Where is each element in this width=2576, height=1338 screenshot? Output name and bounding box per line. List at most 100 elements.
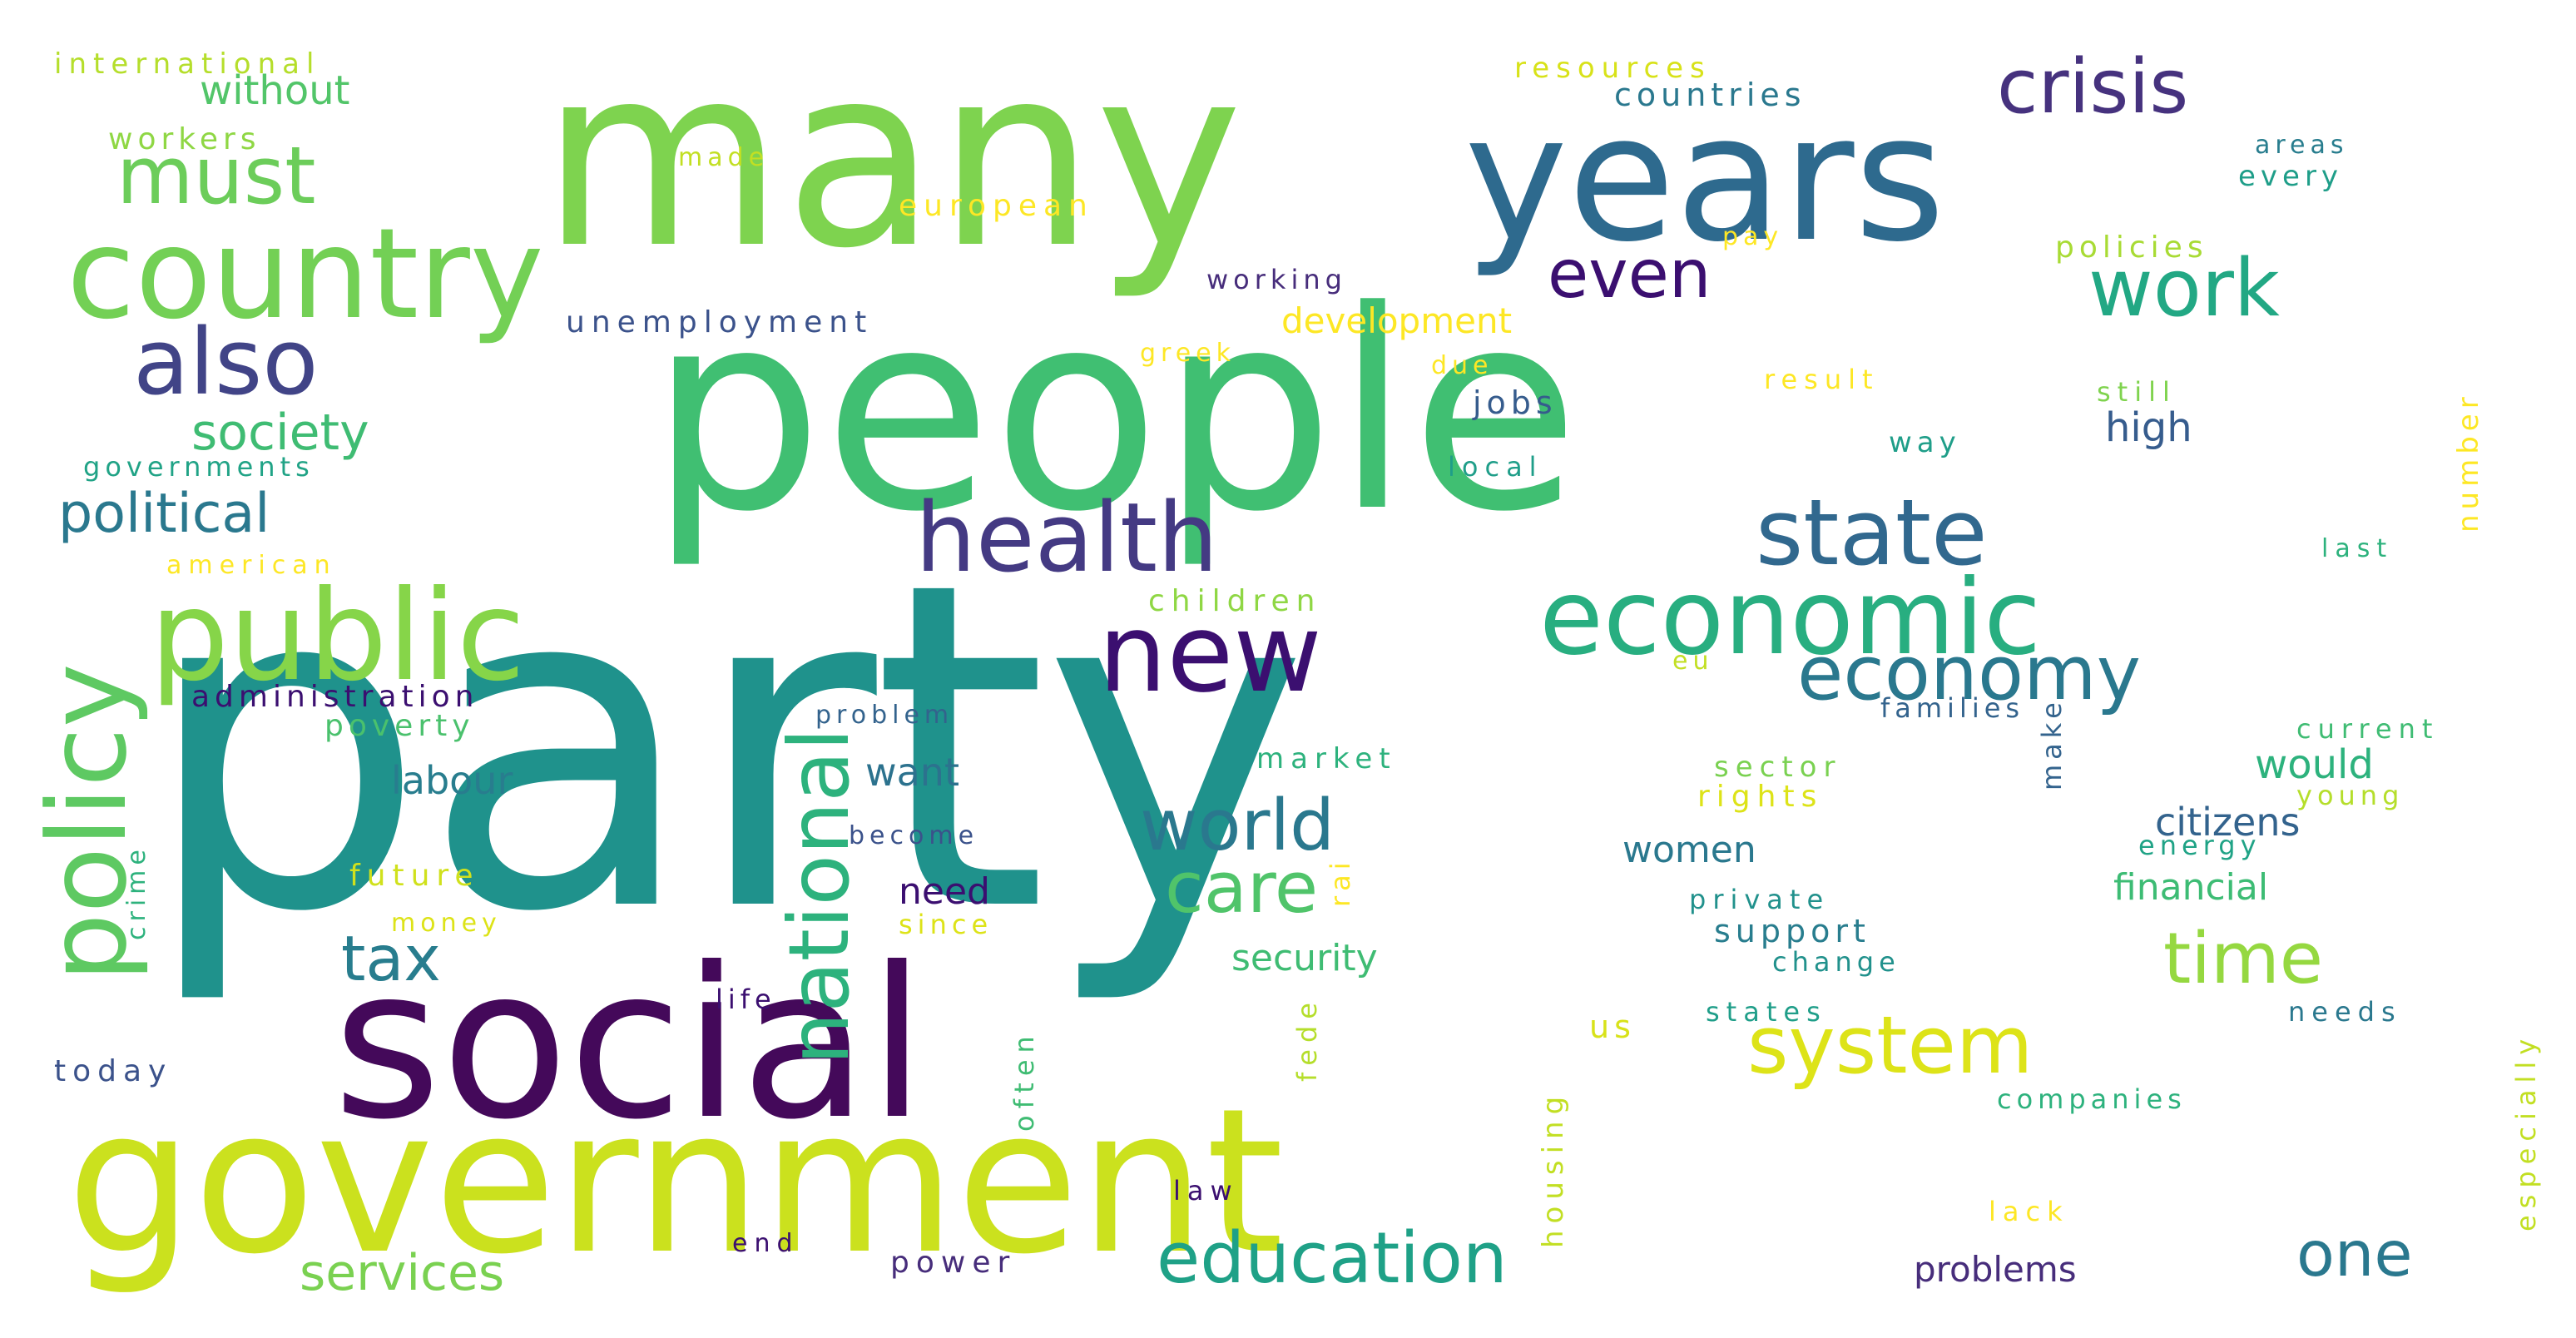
word-system: system	[1747, 1000, 2034, 1092]
word-made: made	[678, 143, 770, 172]
word-market: market	[1256, 742, 1397, 776]
word-policies: policies	[2055, 230, 2208, 265]
word-current: current	[2296, 713, 2440, 745]
word-problem: problem	[815, 701, 954, 730]
word-citizens: citizens	[2155, 800, 2301, 845]
word-lack: lack	[1989, 1196, 2069, 1227]
word-especially: especially	[2510, 1032, 2542, 1231]
word-number: number	[2452, 392, 2485, 533]
word-tax: tax	[341, 922, 441, 995]
word-american: american	[166, 551, 337, 580]
word-way: way	[1889, 426, 1961, 459]
word-people: people	[649, 252, 1580, 572]
word-today: today	[54, 1054, 173, 1088]
word-families: families	[1880, 692, 2025, 724]
word-social: social	[333, 923, 926, 1165]
word-party: party	[141, 488, 1309, 1010]
word-private: private	[1689, 884, 1830, 915]
word-due: due	[1431, 351, 1494, 380]
word-poverty: poverty	[324, 709, 475, 743]
word-countries: countries	[1614, 77, 1806, 113]
word-women: women	[1622, 829, 1756, 871]
word-eu: eu	[1672, 647, 1714, 676]
word-even: even	[1548, 235, 1712, 313]
word-end: end	[732, 1229, 800, 1258]
word-high: high	[2105, 404, 2192, 451]
word-power: power	[890, 1246, 1017, 1280]
word-would: would	[2255, 741, 2374, 788]
word-crisis: crisis	[1997, 43, 2189, 131]
word-young: young	[2296, 780, 2405, 811]
word-years: years	[1464, 77, 1945, 280]
word-law: law	[1173, 1175, 1239, 1207]
word-state: state	[1756, 479, 1988, 586]
word-life: life	[716, 984, 776, 1015]
word-unemployment: unemployment	[566, 305, 874, 339]
word-international: international	[54, 47, 321, 81]
word-work: work	[2088, 243, 2280, 334]
word-sector: sector	[1714, 751, 1842, 784]
word-administration: administration	[191, 680, 479, 714]
word-economy: economy	[1797, 630, 2141, 717]
word-companies: companies	[1997, 1083, 2187, 1115]
word-make: make	[2036, 697, 2068, 790]
word-housing: housing	[1537, 1089, 1570, 1248]
word-governments: governments	[83, 451, 315, 483]
word-pay: pay	[1722, 222, 1784, 251]
word-often: often	[1008, 1029, 1040, 1132]
word-society: society	[191, 404, 369, 462]
word-energy: energy	[2138, 830, 2261, 861]
word-support: support	[1714, 913, 1870, 949]
word-must: must	[116, 131, 316, 222]
word-states: states	[1706, 996, 1827, 1028]
word-world: world	[1140, 785, 1335, 867]
word-areas: areas	[2255, 131, 2349, 160]
word-security: security	[1231, 937, 1378, 979]
word-development: development	[1281, 300, 1513, 341]
word-country: country	[67, 202, 544, 347]
word-working: working	[1206, 264, 1347, 295]
word-change: change	[1772, 946, 1900, 978]
word-resources: resources	[1514, 52, 1712, 85]
word-many: many	[541, 12, 1243, 303]
word-political: political	[58, 483, 270, 545]
word-health: health	[915, 483, 1219, 594]
word-economic: economic	[1539, 558, 2042, 678]
word-result: result	[1764, 364, 1880, 395]
word-european: european	[899, 189, 1094, 223]
word-greek: greek	[1140, 339, 1236, 368]
word-also: also	[133, 309, 319, 415]
word-crime: crime	[122, 845, 151, 940]
word-problems: problems	[1914, 1249, 2077, 1290]
word-financial: financial	[2113, 866, 2269, 909]
word-without: without	[200, 67, 350, 114]
word-future: future	[349, 859, 480, 893]
word-need: need	[899, 870, 990, 913]
word-fede: fede	[1291, 996, 1323, 1082]
word-new: new	[1098, 590, 1322, 716]
word-national: national	[770, 727, 868, 1065]
word-us: us	[1589, 1008, 1636, 1045]
word-workers: workers	[108, 122, 261, 156]
word-public: public	[150, 564, 526, 709]
word-since: since	[899, 909, 993, 940]
word-one: one	[2296, 1217, 2413, 1291]
word-rai: rai	[1325, 857, 1356, 907]
word-services: services	[300, 1244, 505, 1302]
word-still: still	[2097, 376, 2177, 408]
word-local: local	[1448, 451, 1543, 483]
word-last: last	[2321, 534, 2394, 563]
word-care: care	[1165, 847, 1319, 929]
word-time: time	[2163, 918, 2324, 1000]
word-rights: rights	[1697, 780, 1824, 814]
word-want: want	[865, 750, 960, 795]
word-children: children	[1148, 584, 1322, 618]
word-labour: labour	[391, 758, 513, 803]
word-government: government	[67, 1065, 1285, 1298]
word-education: education	[1157, 1217, 1508, 1300]
word-every: every	[2238, 160, 2344, 193]
word-money: money	[391, 909, 502, 938]
word-needs: needs	[2288, 996, 2402, 1028]
word-become: become	[849, 821, 979, 850]
